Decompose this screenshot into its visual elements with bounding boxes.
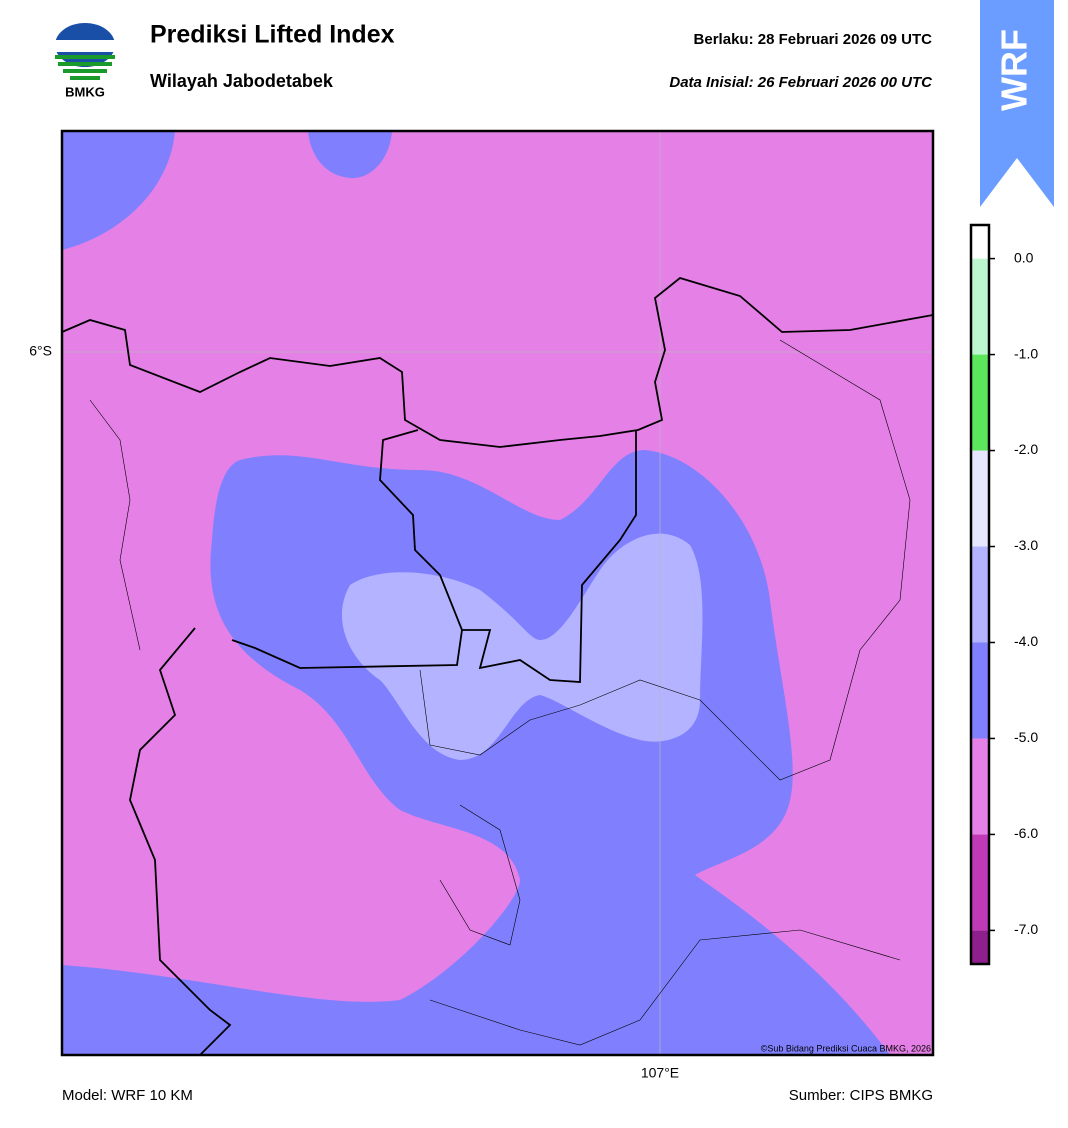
copyright: ©Sub Bidang Prediksi Cuaca BMKG, 2026 xyxy=(761,1043,931,1053)
init-time: Data Inisial: 26 Februari 2026 00 UTC xyxy=(669,74,933,91)
colorbar-segment xyxy=(971,738,989,835)
logo-text: BMKG xyxy=(65,84,105,99)
colorbar-segment xyxy=(971,834,989,931)
wrf-badge: WRF xyxy=(980,0,1054,207)
source-label: Sumber: CIPS BMKG xyxy=(789,1087,933,1104)
colorbar-segment xyxy=(971,450,989,547)
colorbar-segment xyxy=(971,546,989,643)
colorbar-segment xyxy=(971,354,989,451)
colorbar-tick-label: -3.0 xyxy=(1014,537,1038,553)
colorbar-tick-label: -2.0 xyxy=(1014,441,1038,457)
model-label: Model: WRF 10 KM xyxy=(62,1087,193,1104)
lat-label: 6°S xyxy=(29,343,52,359)
subtitle: Wilayah Jabodetabek xyxy=(150,71,334,91)
colorbar-tick-label: 0.0 xyxy=(1014,249,1034,265)
lon-label: 107°E xyxy=(641,1065,679,1081)
valid-time: Berlaku: 28 Februari 2026 09 UTC xyxy=(694,31,933,48)
badge-text: WRF xyxy=(994,29,1035,111)
colorbar-segment xyxy=(971,258,989,355)
map xyxy=(62,131,933,1055)
colorbar-segment xyxy=(971,225,989,259)
colorbar-tick-label: -7.0 xyxy=(1014,921,1038,937)
colorbar-tick-label: -1.0 xyxy=(1014,345,1038,361)
map-frame xyxy=(60,129,935,1057)
colorbar-segment xyxy=(971,642,989,739)
colorbar-frame xyxy=(969,223,991,966)
colorbar-tick-label: -5.0 xyxy=(1014,729,1038,745)
colorbar-segment xyxy=(971,930,989,964)
colorbar-tick-label: -6.0 xyxy=(1014,825,1038,841)
title: Prediksi Lifted Index xyxy=(150,21,395,49)
logo: BMKG xyxy=(55,23,115,99)
colorbar-tick-label: -4.0 xyxy=(1014,633,1038,649)
colorbar: 0.0 -1.0 -2.0 -3.0 -4.0 -5.0 -6.0 -7.0 xyxy=(969,223,1038,966)
